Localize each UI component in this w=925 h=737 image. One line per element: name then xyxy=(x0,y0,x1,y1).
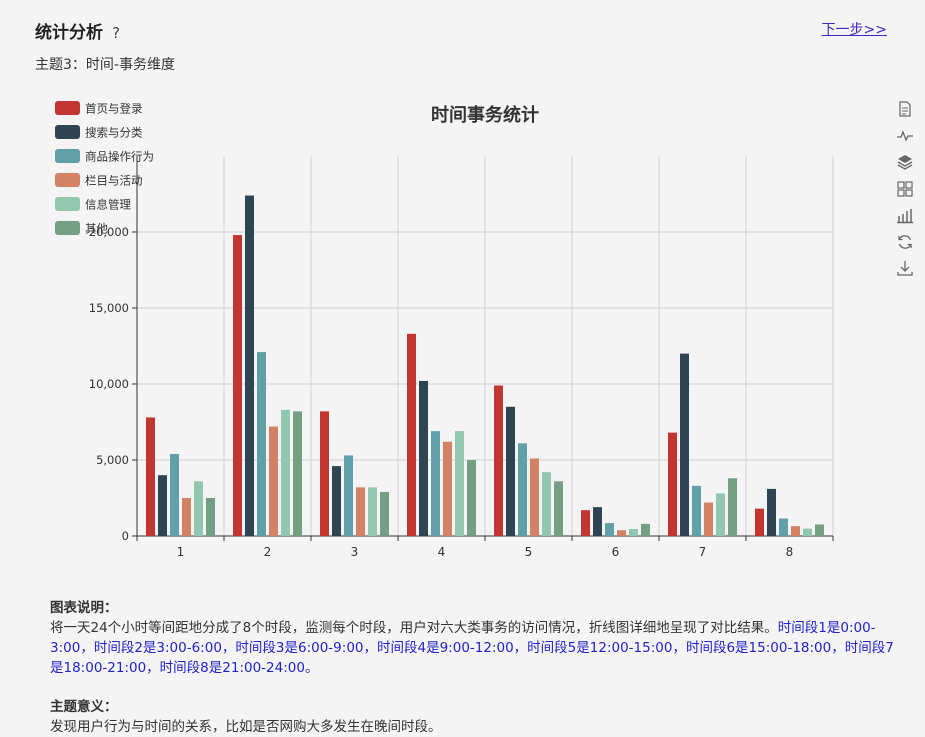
data-view-icon[interactable] xyxy=(896,100,914,118)
description-text: 将一天24个小时等间距地分成了8个时段，监测每个时段，用户对六大类事务的访问情况… xyxy=(50,620,778,636)
bar xyxy=(815,524,824,536)
legend-swatch xyxy=(55,101,80,115)
bar xyxy=(581,510,590,536)
x-tick-label: 2 xyxy=(264,545,272,559)
bar xyxy=(206,498,215,536)
x-tick-label: 5 xyxy=(525,545,533,559)
y-tick-label: 0 xyxy=(122,529,129,543)
bar xyxy=(593,507,602,536)
chart-title: 时间事务统计 xyxy=(431,104,539,126)
theme-meaning: 主题意义： 发现用户行为与时间的关系，比如是否网购大多发生在晚间时段。 xyxy=(50,697,900,737)
x-tick-label: 3 xyxy=(351,545,359,559)
title-row: 统计分析 ? xyxy=(35,18,120,43)
bar xyxy=(281,409,290,536)
bar xyxy=(419,380,428,536)
legend-swatch xyxy=(55,149,80,163)
bar xyxy=(293,411,302,536)
bar xyxy=(368,487,377,536)
bar xyxy=(530,458,539,536)
bar xyxy=(158,475,167,536)
bar xyxy=(767,488,776,536)
bar xyxy=(506,406,515,536)
bar xyxy=(344,455,353,536)
legend-swatch xyxy=(55,173,80,187)
restore-icon[interactable] xyxy=(896,233,914,251)
bar xyxy=(692,485,701,536)
meaning-text: 发现用户行为与时间的关系，比如是否网购大多发生在晚间时段。 xyxy=(50,719,442,735)
bar xyxy=(668,432,677,536)
y-tick-label: 10,000 xyxy=(89,377,129,391)
legend-label: 首页与登录 xyxy=(85,102,143,116)
bar-chart: 0 5,000 10,000 15,000 20,000 1 2 3 4 5 6 7 8 首页与登录搜索与… xyxy=(55,101,834,559)
download-icon[interactable] xyxy=(896,259,914,277)
legend-swatch xyxy=(55,197,80,211)
bar xyxy=(455,431,464,536)
bar xyxy=(542,472,551,536)
bar xyxy=(617,530,626,536)
bar xyxy=(641,523,650,536)
y-tick-label: 5,000 xyxy=(96,453,129,467)
legend-label: 栏目与活动 xyxy=(85,174,143,188)
legend-swatch xyxy=(55,221,80,235)
bar xyxy=(332,466,341,536)
legend-label: 其他 xyxy=(85,222,108,236)
bar xyxy=(629,529,638,536)
page-title: 统计分析 xyxy=(35,23,103,43)
bar xyxy=(554,481,563,536)
bar xyxy=(755,508,764,536)
chart-toolbox xyxy=(896,100,914,286)
bar xyxy=(716,493,725,536)
x-tick-label: 1 xyxy=(177,545,185,559)
bar xyxy=(233,235,242,537)
legend-label: 信息管理 xyxy=(85,198,131,212)
bar xyxy=(518,443,527,536)
meaning-heading: 主题意义： xyxy=(50,699,118,715)
description-periods: 时间段1是0:00-3:00，时间段2是3:00-6:00，时间段3是6:00-… xyxy=(50,620,894,676)
bar xyxy=(680,353,689,536)
legend-label: 搜索与分类 xyxy=(85,126,143,140)
bar xyxy=(605,523,614,536)
x-tick-label: 8 xyxy=(786,545,794,559)
bar xyxy=(728,478,737,536)
tiled-icon[interactable] xyxy=(896,180,914,198)
bar xyxy=(467,460,476,536)
bar xyxy=(791,526,800,536)
legend-swatch xyxy=(55,125,80,139)
bar xyxy=(245,195,254,536)
x-tick-label: 4 xyxy=(438,545,446,559)
y-tick-label: 15,000 xyxy=(89,301,129,315)
legend-label: 商品操作行为 xyxy=(85,150,154,164)
x-tick-label: 7 xyxy=(699,545,707,559)
x-tick-label: 6 xyxy=(612,545,620,559)
bar xyxy=(170,453,179,536)
bar xyxy=(443,441,452,536)
line-chart-icon[interactable] xyxy=(896,127,914,145)
stack-icon[interactable] xyxy=(896,153,914,171)
theme-subtitle: 主题3：时间-事务维度 xyxy=(35,57,175,73)
bar xyxy=(380,491,389,536)
bar xyxy=(704,502,713,536)
bar xyxy=(182,498,191,536)
bar xyxy=(494,385,503,536)
y-tick-label: 20,000 xyxy=(89,225,129,239)
description-heading: 图表说明： xyxy=(50,600,118,616)
bar xyxy=(194,481,203,536)
bar xyxy=(407,333,416,536)
bar xyxy=(779,518,788,536)
help-icon[interactable]: ? xyxy=(112,24,121,42)
bar xyxy=(320,411,329,536)
bar-chart-icon[interactable] xyxy=(896,206,914,224)
next-step-link[interactable]: 下一步>> xyxy=(821,22,887,38)
bar xyxy=(431,431,440,536)
bar xyxy=(257,352,266,536)
chart-description: 图表说明： 将一天24个小时等间距地分成了8个时段，监测每个时段，用户对六大类事… xyxy=(50,598,900,678)
bar xyxy=(146,417,155,536)
bar xyxy=(269,426,278,536)
bar xyxy=(356,487,365,536)
bar xyxy=(803,528,812,536)
